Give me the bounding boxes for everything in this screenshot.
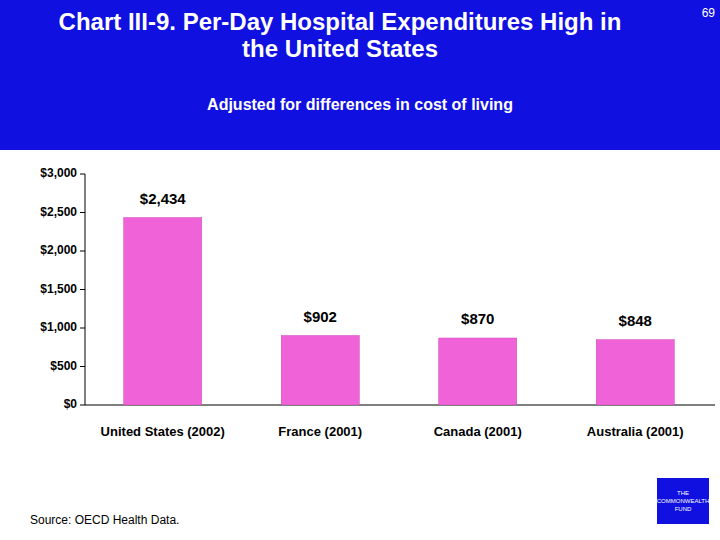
y-tick-label: $500 bbox=[7, 359, 77, 373]
data-label: $870 bbox=[428, 310, 528, 327]
y-tick bbox=[80, 366, 85, 367]
y-tick-label: $1,500 bbox=[7, 282, 77, 296]
title: Chart III-9. Per-Day Hospital Expenditur… bbox=[40, 8, 640, 62]
chart bbox=[0, 0, 720, 540]
logo: THE COMMONWEALTH FUND bbox=[657, 478, 709, 524]
x-tick-label: United States (2002) bbox=[98, 423, 228, 441]
y-tick bbox=[80, 289, 85, 290]
page-number: 69 bbox=[675, 6, 715, 20]
y-tick bbox=[80, 405, 85, 406]
bars bbox=[124, 218, 675, 405]
subtitle: Adjusted for differences in cost of livi… bbox=[60, 96, 660, 114]
bar bbox=[596, 340, 674, 405]
y-tick-label: $2,500 bbox=[7, 205, 77, 219]
y-tick bbox=[80, 251, 85, 252]
x-tick-label: Canada (2001) bbox=[413, 423, 543, 441]
y-tick bbox=[80, 328, 85, 329]
y-tick-label: $2,000 bbox=[7, 243, 77, 257]
y-tick-label: $3,000 bbox=[7, 166, 77, 180]
x-tick-label: France (2001) bbox=[255, 423, 385, 441]
y-tick-label: $0 bbox=[7, 397, 77, 411]
data-label: $2,434 bbox=[113, 190, 213, 207]
data-label: $902 bbox=[270, 308, 370, 325]
bar bbox=[281, 336, 359, 405]
data-label: $848 bbox=[585, 312, 685, 329]
y-tick-label: $1,000 bbox=[7, 320, 77, 334]
y-tick bbox=[80, 174, 85, 175]
x-tick-label: Australia (2001) bbox=[570, 423, 700, 441]
bar bbox=[439, 338, 517, 405]
y-tick bbox=[80, 212, 85, 213]
source: Source: OECD Health Data. bbox=[30, 513, 179, 527]
bar bbox=[124, 218, 202, 405]
